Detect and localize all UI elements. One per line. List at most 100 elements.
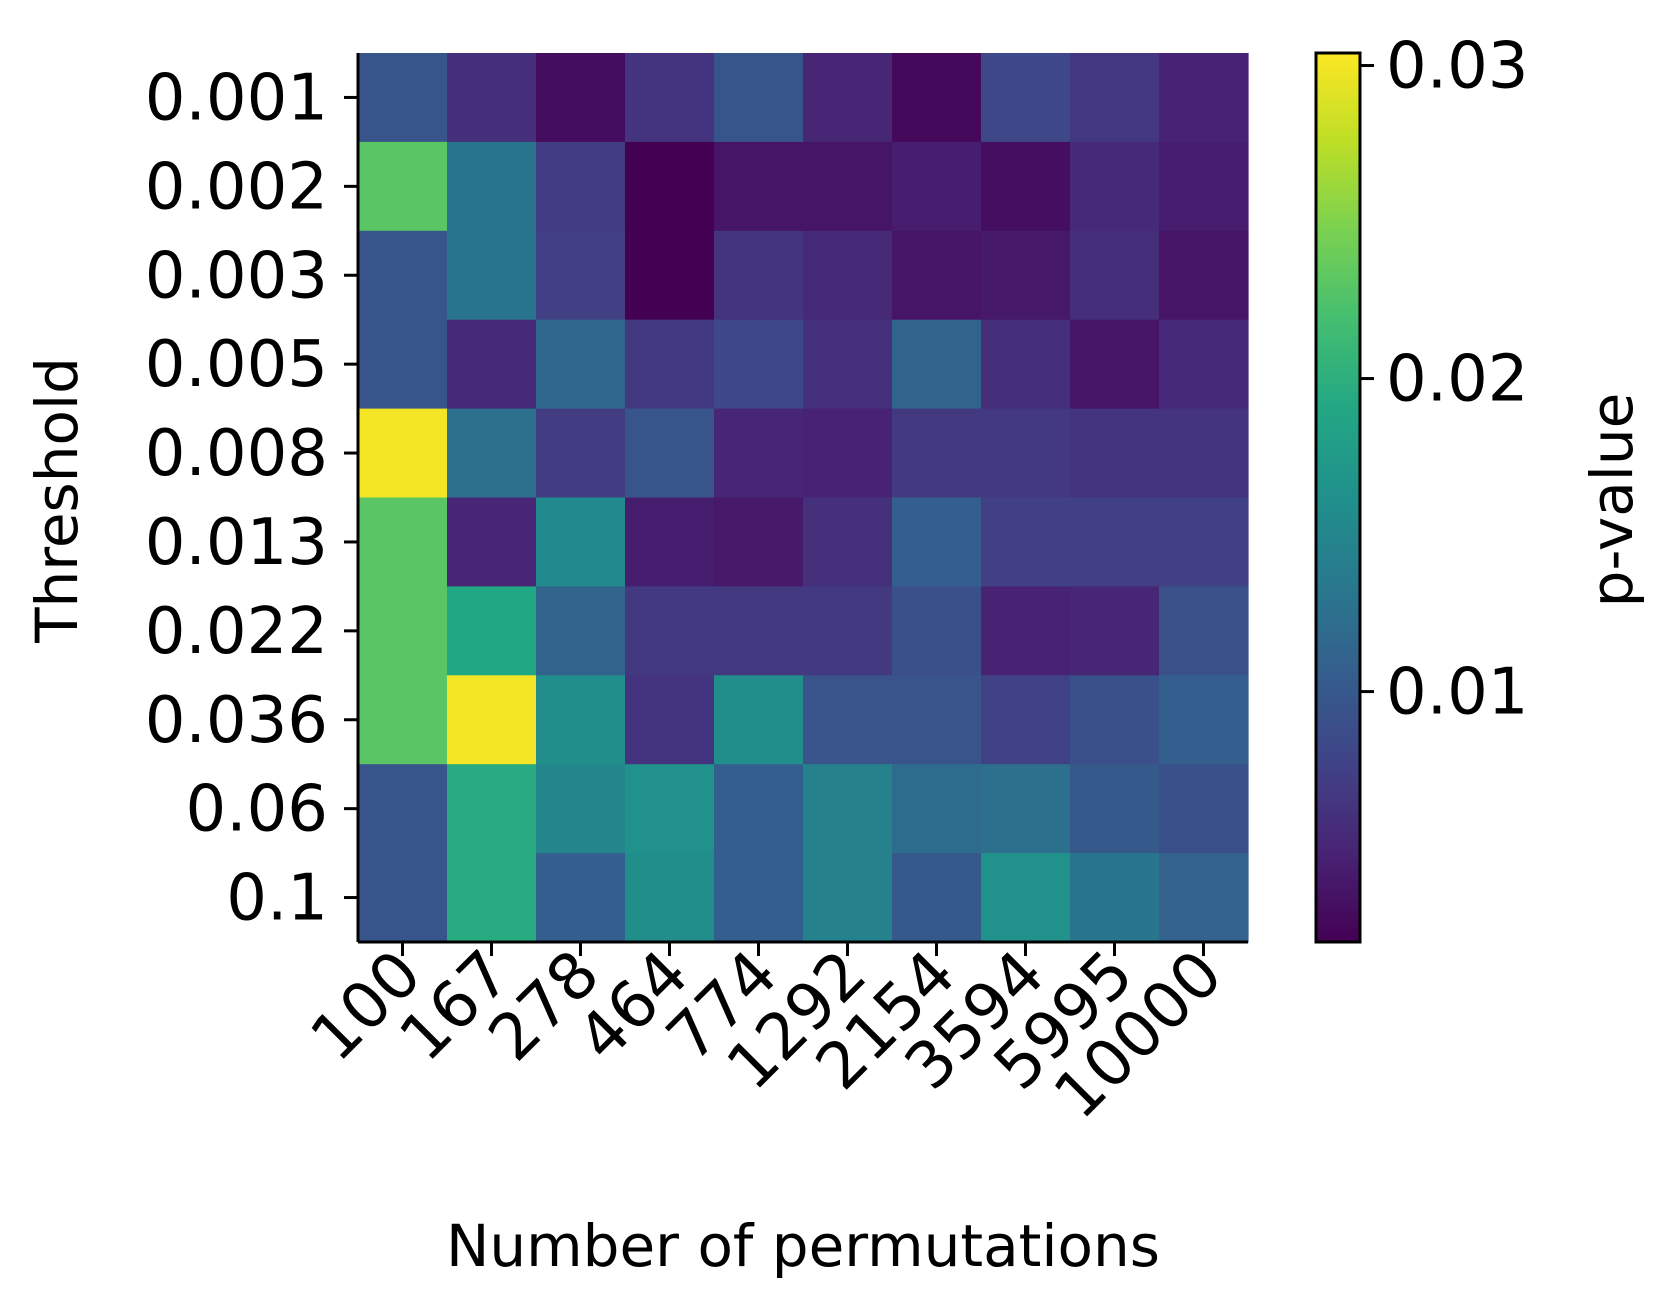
colorbar-label: p-value — [1578, 393, 1646, 608]
heatmap-cell — [1070, 764, 1160, 854]
heatmap-cell — [1159, 319, 1249, 410]
colorbar-tick-label: 0.01 — [1386, 656, 1529, 730]
colorbar-outline — [1314, 51, 1362, 944]
heatmap-cell — [1159, 586, 1249, 676]
heatmap-cell — [625, 764, 715, 854]
heatmap-cell — [447, 53, 537, 143]
heatmap-cell — [625, 497, 715, 587]
heatmap-cell — [625, 586, 715, 676]
heatmap-cell — [536, 53, 626, 143]
heatmap-cell — [714, 853, 804, 943]
heatmap-cell — [981, 408, 1071, 499]
heatmap-cell — [625, 230, 715, 321]
heatmap-cell — [358, 675, 448, 765]
y-tick-label: 0.005 — [145, 328, 328, 402]
heatmap-cell — [981, 853, 1071, 943]
heatmap-cell — [892, 675, 982, 765]
heatmap-cell — [536, 141, 626, 232]
heatmap-cell — [447, 141, 537, 232]
heatmap-cell — [981, 53, 1071, 143]
heatmap-cell — [892, 141, 982, 232]
heatmap-cell — [1159, 141, 1249, 232]
heatmap-cells — [358, 53, 1249, 943]
heatmap-cell — [803, 408, 893, 499]
heatmap-cell — [447, 764, 537, 854]
y-tick-label: 0.003 — [145, 239, 328, 313]
heatmap-cell — [892, 230, 982, 321]
heatmap-cell — [714, 675, 804, 765]
heatmap-cell — [714, 764, 804, 854]
heatmap-cell — [892, 497, 982, 587]
heatmap-cell — [447, 230, 537, 321]
heatmap-cell — [447, 586, 537, 676]
y-tick-label: 0.013 — [145, 506, 328, 580]
heatmap-cell — [625, 53, 715, 143]
heatmap-cell — [714, 586, 804, 676]
heatmap-cell — [1159, 53, 1249, 143]
heatmap-cell — [625, 675, 715, 765]
y-tick-label: 0.036 — [145, 684, 328, 758]
colorbar-gradient — [1316, 53, 1360, 942]
heatmap-cell — [892, 586, 982, 676]
y-axis-label: Threshold — [23, 357, 91, 644]
heatmap-cell — [358, 53, 448, 143]
heatmap-cell — [803, 764, 893, 854]
heatmap-cell — [714, 408, 804, 499]
heatmap-cell — [1159, 853, 1249, 943]
heatmap-cell — [714, 497, 804, 587]
heatmap-cell — [447, 853, 537, 943]
heatmap-cell — [1070, 141, 1160, 232]
heatmap-cell — [625, 853, 715, 943]
heatmap-cell — [625, 141, 715, 232]
heatmap-cell — [803, 141, 893, 232]
heatmap-cell — [358, 586, 448, 676]
heatmap-cell — [536, 230, 626, 321]
heatmap-cell — [358, 319, 448, 410]
heatmap-cell — [625, 319, 715, 410]
heatmap-cell — [1070, 497, 1160, 587]
heatmap-cell — [1070, 675, 1160, 765]
heatmap-cell — [1159, 230, 1249, 321]
heatmap-cell — [1070, 230, 1160, 321]
heatmap-cell — [981, 764, 1071, 854]
x-axis-label: Number of permutations — [446, 1212, 1160, 1280]
heatmap-cell — [981, 230, 1071, 321]
heatmap-cell — [714, 230, 804, 321]
y-tick-label: 0.06 — [186, 773, 329, 847]
heatmap-cell — [536, 764, 626, 854]
heatmap-cell — [1159, 408, 1249, 499]
heatmap-cell — [447, 408, 537, 499]
heatmap-cell — [981, 586, 1071, 676]
y-tick-label: 0.002 — [145, 150, 328, 224]
y-tick-label: 0.1 — [226, 862, 328, 936]
heatmap-cell — [536, 319, 626, 410]
heatmap-cell — [714, 319, 804, 410]
heatmap-cell — [803, 230, 893, 321]
heatmap-cell — [536, 675, 626, 765]
y-axis-ticks: 0.001 0.002 0.003 0.005 0.008 0.013 0.022 0.036… — [145, 61, 358, 936]
heatmap-cell — [536, 497, 626, 587]
axes-frame — [356, 53, 1248, 944]
heatmap-cell — [625, 408, 715, 499]
heatmap-cell — [892, 53, 982, 143]
heatmap-cell — [358, 230, 448, 321]
heatmap-cell — [358, 764, 448, 854]
heatmap-cell — [447, 319, 537, 410]
heatmap-cell — [1070, 408, 1160, 499]
heatmap-cell — [981, 319, 1071, 410]
heatmap-cell — [536, 586, 626, 676]
heatmap-cell — [981, 141, 1071, 232]
heatmap-cell — [892, 764, 982, 854]
heatmap-cell — [536, 853, 626, 943]
heatmap-cell — [803, 853, 893, 943]
heatmap-cell — [447, 675, 537, 765]
heatmap-cell — [892, 319, 982, 410]
y-tick-label: 0.001 — [145, 61, 328, 135]
heatmap-cell — [892, 853, 982, 943]
heatmap-cell — [981, 675, 1071, 765]
heatmap-cell — [714, 53, 804, 143]
heatmap-cell — [1070, 853, 1160, 943]
heatmap-cell — [536, 408, 626, 499]
